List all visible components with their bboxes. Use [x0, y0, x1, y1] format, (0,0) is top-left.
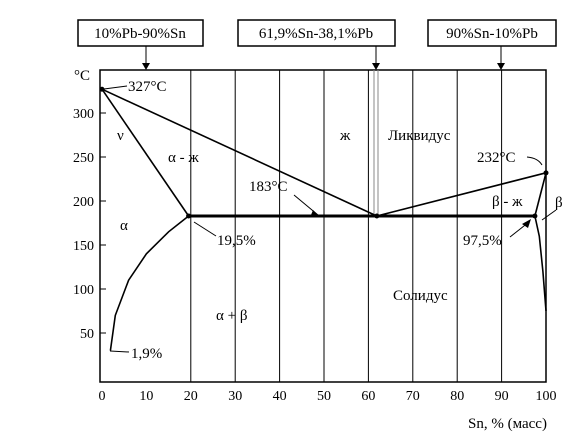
pb-melting-leader: [103, 85, 128, 90]
y-tick-label: 250: [73, 151, 94, 166]
alpha-limit-leader: [193, 221, 217, 237]
alloy-box-left-text: 10%Pb-90%Sn: [94, 26, 186, 42]
x-tick-label: 0: [99, 389, 106, 404]
plot-frame: [99, 69, 547, 383]
beta-limit-arrowhead: [522, 219, 531, 228]
x-tick-label: 40: [273, 389, 287, 404]
y-tick-label: 300: [73, 107, 94, 122]
x-tick-label: 20: [184, 389, 198, 404]
region-alpha: α: [120, 218, 128, 234]
region-nu: ν: [117, 128, 124, 144]
x-tick-label: 30: [228, 389, 242, 404]
phase-line-6: [534, 215, 547, 312]
x-tick-label: 10: [139, 389, 153, 404]
phase-point-1: [186, 213, 192, 219]
x-tick-label: 100: [536, 389, 557, 404]
region-solidus: Солидус: [393, 288, 448, 304]
phase-line-5: [109, 215, 190, 351]
phase-line-0: [101, 88, 378, 217]
alloy-box-right-text: 90%Sn-10%Pb: [446, 26, 538, 42]
x-axis-label: Sn, % (масс): [468, 416, 547, 432]
region-liquid: ж: [339, 128, 351, 144]
x-tick-label: 70: [406, 389, 420, 404]
y-tick-label: 100: [73, 283, 94, 298]
y-axis-unit: °C: [74, 68, 90, 84]
alloy-box-middle-text: 61,9%Sn-38,1%Pb: [259, 26, 373, 42]
sn-melting-label: 232°C: [477, 150, 516, 166]
beta-leader: [541, 209, 557, 221]
alpha-room-label: 1,9%: [131, 346, 162, 362]
region-beta: β: [555, 195, 563, 211]
alloy-box-middle: 61,9%Sn-38,1%Pb: [237, 19, 396, 70]
region-alpha-liquid: α - ж: [168, 150, 199, 166]
phase-point-0: [99, 86, 105, 92]
phase-point-3: [532, 213, 538, 219]
phase-line-2: [101, 88, 190, 217]
eutectic-temp-arrowhead: [311, 210, 320, 217]
eutectic-temp-label: 183°C: [249, 179, 288, 195]
x-tick-label: 80: [450, 389, 464, 404]
y-ticks: 50 100 150 200 250 300: [73, 107, 106, 342]
phase-line-1: [376, 172, 547, 217]
phase-points: [99, 86, 549, 219]
region-beta-liquid: β - ж: [492, 194, 523, 210]
beta-limit-label: 97,5%: [463, 233, 502, 249]
x-ticks: 0 10 20 30 40 50 60 70 80 90 100: [99, 389, 557, 404]
region-liquidus: Ликвидус: [388, 128, 451, 144]
vertical-gridlines: [190, 70, 503, 382]
phase-line-4: [534, 172, 547, 217]
phase-point-4: [543, 170, 549, 176]
y-tick-label: 200: [73, 195, 94, 210]
alloy-box-right: 90%Sn-10%Pb: [427, 19, 557, 70]
y-tick-label: 150: [73, 239, 94, 254]
sn-melting-leader: [526, 156, 543, 166]
region-alpha-beta: α + β: [216, 308, 247, 324]
y-tick-label: 50: [80, 327, 94, 342]
x-tick-label: 50: [317, 389, 331, 404]
phase-point-2: [374, 213, 380, 219]
alloy-box-left: 10%Pb-90%Sn: [77, 19, 204, 70]
pb-melting-label: 327°C: [128, 79, 167, 95]
x-tick-label: 60: [361, 389, 375, 404]
alpha-room-leader: [109, 350, 130, 353]
x-tick-label: 90: [495, 389, 509, 404]
phase-boundaries: [101, 88, 547, 351]
alpha-limit-label: 19,5%: [217, 233, 256, 249]
